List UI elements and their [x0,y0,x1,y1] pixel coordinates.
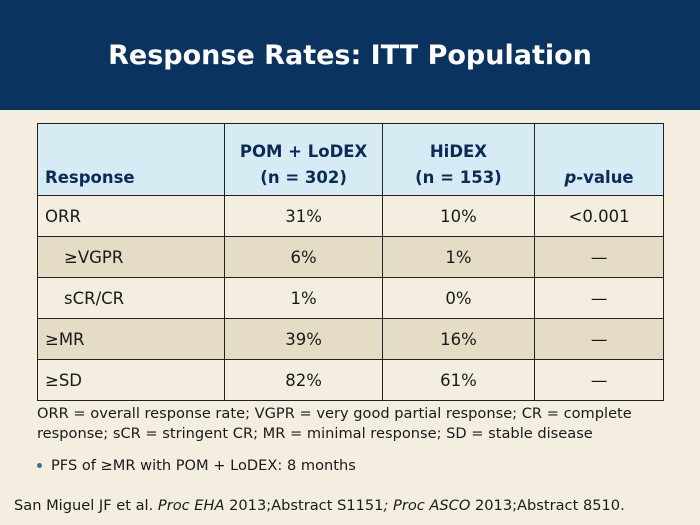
cell-hidex: 0% [381,277,536,319]
table-row: ≥MR 39% 16% — [36,318,664,360]
header-hidex: HiDEX (n = 153) [381,123,536,196]
bullet-text: PFS of ≥MR with POM + LoDEX: 8 months [51,457,356,474]
table-row: ORR 31% 10% <0.001 [36,195,664,237]
slide-title: Response Rates: ITT Population [108,39,592,71]
cell-p-value: — [534,277,664,319]
table-header-row: Response POM + LoDEX (n = 302) HiDEX (n = … [36,123,664,196]
cell-hidex: 10% [381,195,536,237]
row-label: sCR/CR [36,277,226,319]
citation: San Miguel JF et al. Proc EHA 2013;Abstr… [14,497,625,514]
pfs-bullet: PFS of ≥MR with POM + LoDEX: 8 months [37,457,677,474]
bullet-dot-icon [37,463,42,468]
row-label: ORR [36,195,226,237]
cell-pom-lodex: 6% [224,236,383,278]
row-label: ≥VGPR [36,236,226,278]
row-label: ≥MR [36,318,226,360]
cell-pom-lodex: 39% [224,318,383,360]
table-row: ≥VGPR 6% 1% — [36,236,664,278]
row-label: ≥SD [36,359,226,401]
cell-hidex: 1% [381,236,536,278]
cell-hidex: 61% [381,359,536,401]
abbreviations-footnote: ORR = overall response rate; VGPR = very… [37,405,632,442]
cell-p-value: — [534,236,664,278]
cell-pom-lodex: 1% [224,277,383,319]
cell-p-value: — [534,359,664,401]
title-bar: Response Rates: ITT Population [0,0,700,110]
cell-pom-lodex: 31% [224,195,383,237]
table-row: ≥SD 82% 61% — [36,359,664,401]
cell-pom-lodex: 82% [224,359,383,401]
cell-p-value: <0.001 [534,195,664,237]
response-rates-table: Response POM + LoDEX (n = 302) HiDEX (n = … [36,123,664,401]
cell-p-value: — [534,318,664,360]
table-row: sCR/CR 1% 0% — [36,277,664,319]
cell-hidex: 16% [381,318,536,360]
header-p-value: p-value [534,123,664,196]
header-pom-lodex: POM + LoDEX (n = 302) [224,123,383,196]
header-response: Response [36,123,226,196]
